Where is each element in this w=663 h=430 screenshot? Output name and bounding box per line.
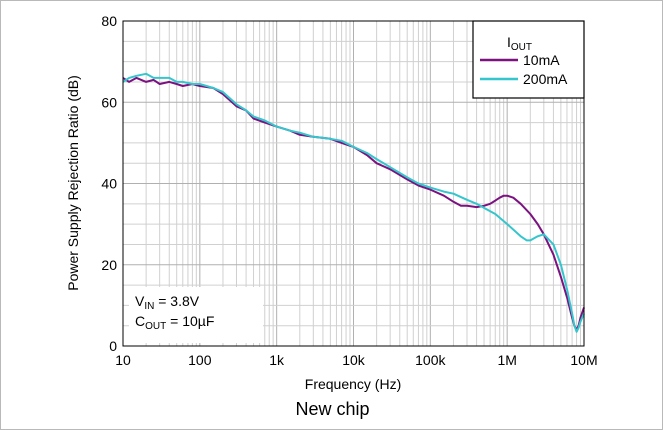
x-tick-label: 1M — [497, 352, 516, 368]
y-tick-label: 0 — [109, 338, 117, 354]
legend: IOUT 10mA 200mA — [472, 20, 585, 99]
tick-labels: 10 100 1k 10k 100k 1M 10M 0 20 40 60 80 — [101, 13, 597, 368]
series-line-200ma — [122, 72, 585, 333]
x-tick-label: 10k — [342, 352, 366, 368]
legend-title: IOUT — [507, 34, 532, 53]
annotation-cout: COUT = 10µF — [135, 313, 214, 332]
legend-label-10ma: 10mA — [523, 52, 560, 68]
data-series — [122, 72, 585, 333]
x-tick-label: 1k — [269, 352, 285, 368]
y-tick-label: 60 — [101, 94, 117, 110]
y-tick-label: 80 — [101, 13, 117, 29]
legend-label-200ma: 200mA — [523, 71, 568, 87]
annotation-vin: VIN = 3.8V — [135, 293, 200, 312]
y-tick-label: 20 — [101, 257, 117, 273]
x-tick-label: 10 — [115, 352, 131, 368]
x-tick-label: 10M — [570, 352, 597, 368]
x-axis-label: Frequency (Hz) — [305, 376, 401, 392]
conditions-annotation: VIN = 3.8V COUT = 10µF — [129, 287, 263, 343]
chart-caption: New chip — [295, 399, 370, 419]
y-axis-label: Power Supply Rejection Ratio (dB) — [65, 75, 81, 291]
x-tick-label: 100k — [415, 352, 446, 368]
y-tick-label: 40 — [101, 176, 117, 192]
annotation-box — [129, 287, 263, 343]
plot-border — [122, 20, 585, 347]
x-tick-label: 100 — [188, 352, 212, 368]
